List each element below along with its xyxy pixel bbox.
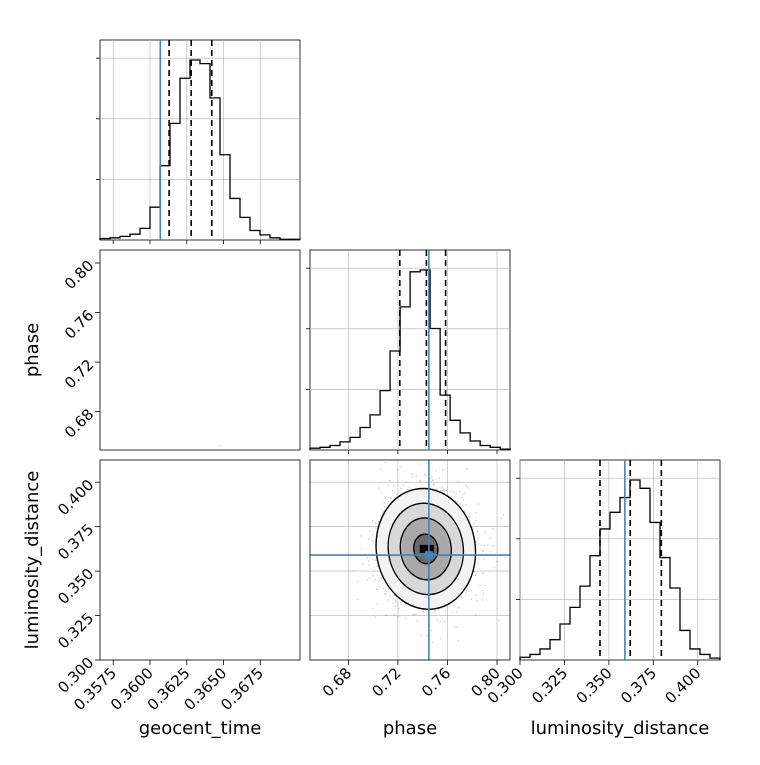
contour bbox=[387, 502, 465, 596]
panel-frame bbox=[309, 459, 511, 661]
hist-panel-geocent_time bbox=[96, 39, 301, 241]
y-tick-label: 0.400 bbox=[54, 476, 97, 519]
panel-geocent_time-vs-phase bbox=[99, 249, 301, 451]
panel-phase-vs-luminosity_distance bbox=[309, 459, 511, 661]
density-peak bbox=[186, 330, 200, 338]
hist-panel-luminosity_distance bbox=[516, 459, 721, 661]
x-axis-label: luminosity_distance bbox=[531, 718, 710, 739]
contour bbox=[412, 533, 439, 565]
density-level bbox=[176, 318, 207, 350]
truth-marker bbox=[424, 551, 433, 560]
x-tick-label: 0.350 bbox=[573, 664, 616, 707]
density-level bbox=[160, 502, 224, 595]
y-tick-label: 0.325 bbox=[54, 609, 97, 652]
panel-geocent_time-vs-luminosity_distance bbox=[99, 445, 301, 661]
histogram-step bbox=[309, 269, 511, 450]
y-axis-label: phase bbox=[22, 323, 43, 377]
density-level bbox=[149, 487, 234, 611]
contour bbox=[159, 503, 225, 595]
y-tick-label: 0.72 bbox=[61, 356, 97, 392]
x-tick-label: 0.72 bbox=[368, 664, 404, 700]
y-tick-label: 0.80 bbox=[61, 257, 97, 293]
panel-frame bbox=[99, 39, 301, 241]
x-tick-label: 0.325 bbox=[528, 664, 571, 707]
histogram-step bbox=[519, 479, 721, 660]
sample-points bbox=[118, 254, 262, 420]
hist-panel-phase bbox=[306, 249, 511, 451]
x-axis-label: phase bbox=[383, 718, 437, 739]
panel-frame bbox=[309, 249, 511, 451]
density-level bbox=[171, 518, 214, 580]
contour bbox=[129, 271, 255, 398]
y-axis-label: luminosity_distance bbox=[22, 471, 43, 650]
density-peak bbox=[419, 544, 434, 553]
sample-points bbox=[219, 445, 221, 447]
density-level bbox=[145, 286, 239, 382]
contour bbox=[177, 319, 208, 350]
density-peak bbox=[186, 545, 200, 553]
truth-marker bbox=[156, 551, 164, 559]
density-level bbox=[129, 270, 254, 398]
contour bbox=[170, 518, 215, 580]
contour bbox=[144, 286, 239, 382]
x-axis-label: geocent_time bbox=[139, 718, 262, 739]
y-tick-label: 0.375 bbox=[54, 520, 97, 563]
contour bbox=[148, 488, 235, 609]
density-level bbox=[181, 533, 202, 564]
y-tick-label: 0.68 bbox=[61, 405, 97, 441]
y-tick-label: 0.350 bbox=[54, 565, 97, 608]
truth-marker bbox=[156, 327, 164, 335]
contour bbox=[160, 302, 224, 367]
panel-frame bbox=[99, 249, 301, 451]
x-tick-label: 0.68 bbox=[319, 664, 355, 700]
histogram-step bbox=[99, 59, 301, 240]
x-tick-label: 0.76 bbox=[418, 664, 454, 700]
y-tick-label: 0.76 bbox=[61, 306, 97, 342]
density-level bbox=[161, 302, 224, 366]
x-tick-label: 0.400 bbox=[662, 664, 705, 707]
panel-frame bbox=[99, 459, 301, 661]
contour bbox=[181, 534, 202, 564]
x-tick-label: 0.375 bbox=[617, 664, 660, 707]
contour bbox=[399, 517, 452, 581]
